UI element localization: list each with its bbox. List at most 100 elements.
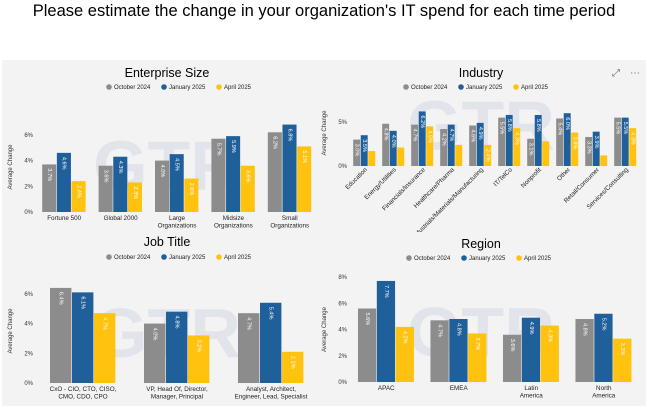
bar (297, 146, 312, 212)
bar (166, 311, 188, 383)
legend-swatch (106, 254, 112, 260)
x-tick-label-line: Analyst, Architect, (246, 386, 296, 393)
data-label: 6.1% (80, 296, 86, 309)
data-label: 4.7% (436, 324, 442, 337)
y-axis-label: Average Change (8, 308, 14, 354)
bar (556, 118, 564, 166)
x-tick-label: IT/TelCo (492, 166, 514, 188)
legend-swatch (461, 255, 467, 261)
data-label: 4.6% (61, 157, 67, 170)
bar (440, 129, 448, 166)
data-label: 2.1% (290, 356, 296, 369)
bar (155, 160, 170, 212)
x-tick-label-line: Small (282, 215, 298, 222)
y-tick-label: 6% (338, 301, 347, 307)
legend-label: October 2024 (114, 255, 151, 261)
bar (267, 132, 282, 212)
bar (527, 138, 535, 166)
data-label: 3.2% (196, 339, 202, 352)
bar (382, 123, 390, 166)
x-tick-label-line: America (520, 393, 544, 400)
bar (397, 147, 405, 166)
data-label: 4.2% (440, 133, 446, 146)
bar (575, 319, 594, 382)
y-axis-label: Average Change (8, 144, 14, 190)
data-label: 5.5% (622, 122, 628, 135)
x-tick-label: Midsize Organizations (214, 215, 253, 230)
data-label: 4.8% (581, 323, 587, 336)
data-label: 3.3% (585, 141, 591, 154)
data-label: 3.9% (593, 136, 599, 149)
legend-swatch (216, 84, 222, 90)
bar (98, 165, 113, 212)
panel-tools: ⤢ ⋯ (602, 68, 640, 79)
bar (72, 292, 94, 383)
bar (169, 154, 184, 212)
legend-label: April 2025 (224, 85, 252, 91)
bar (282, 351, 304, 383)
data-label: 6.8% (286, 129, 292, 142)
data-label: 5.5% (498, 122, 504, 135)
data-label: 5.8% (506, 119, 512, 132)
legend-swatch (161, 84, 167, 90)
bar (542, 141, 550, 166)
bar (127, 182, 142, 212)
bar (260, 302, 282, 383)
region-chart: GTR Region October 2024 January 2025 April 2… (316, 232, 646, 406)
chart-title: Region (461, 237, 501, 251)
x-tick-label-line: Organizations (214, 223, 253, 230)
data-label: 3.7% (474, 337, 480, 350)
bar (426, 126, 434, 166)
bar (563, 113, 571, 166)
bar (621, 117, 629, 166)
expand-icon[interactable]: ⤢ (612, 68, 620, 79)
legend-label: January 2025 (466, 85, 503, 91)
bar (468, 333, 487, 382)
data-label: 4.9% (528, 322, 534, 335)
bar (513, 128, 521, 166)
bar (395, 326, 414, 382)
data-label: 5.8% (535, 119, 541, 132)
chart-title: Job Title (144, 235, 191, 249)
legend-swatch (458, 84, 464, 90)
bar (226, 136, 241, 212)
y-tick-label: 2% (24, 184, 33, 190)
data-label: 5.4% (268, 307, 274, 320)
x-tick-label: Global 2000 (104, 215, 138, 222)
bar (113, 156, 128, 212)
data-label: 4.3% (630, 132, 636, 145)
bar (188, 335, 210, 383)
data-label: 4.0% (159, 165, 165, 178)
x-tick-label: Other (556, 166, 572, 182)
legend-label: January 2025 (169, 85, 206, 91)
legend-swatch (216, 254, 222, 260)
x-tick-label-line: Organizations (270, 223, 309, 230)
bar (389, 130, 397, 166)
legend-swatch (516, 255, 522, 261)
legend-swatch (106, 84, 112, 90)
legend-label: January 2025 (469, 256, 506, 262)
y-tick-label: 4% (24, 159, 33, 165)
x-tick-label-line: CxO - CIO, CTO, CISO, (50, 386, 117, 393)
data-label: 2.3% (132, 186, 138, 199)
x-tick-label-line: CMO, CDO, CPO (58, 394, 107, 401)
data-label: 3.6% (102, 170, 108, 183)
bar (534, 114, 542, 166)
bar (94, 313, 116, 383)
y-tick-label: 5% (338, 120, 347, 126)
legend-label: October 2024 (414, 256, 451, 262)
bar (600, 155, 608, 166)
data-label: 7.7% (383, 285, 389, 298)
data-label: 3.0% (353, 144, 359, 157)
data-label: 5.6% (364, 313, 370, 326)
x-tick-label: Fortune 500 (47, 215, 81, 222)
x-tick-label: APAC (378, 385, 395, 392)
more-options-icon[interactable]: ⋯ (630, 68, 640, 79)
x-tick-label: Large Organizations (158, 215, 197, 230)
bar (585, 136, 593, 166)
data-label: 6.4% (58, 292, 64, 305)
data-label: 4.2% (402, 331, 408, 344)
